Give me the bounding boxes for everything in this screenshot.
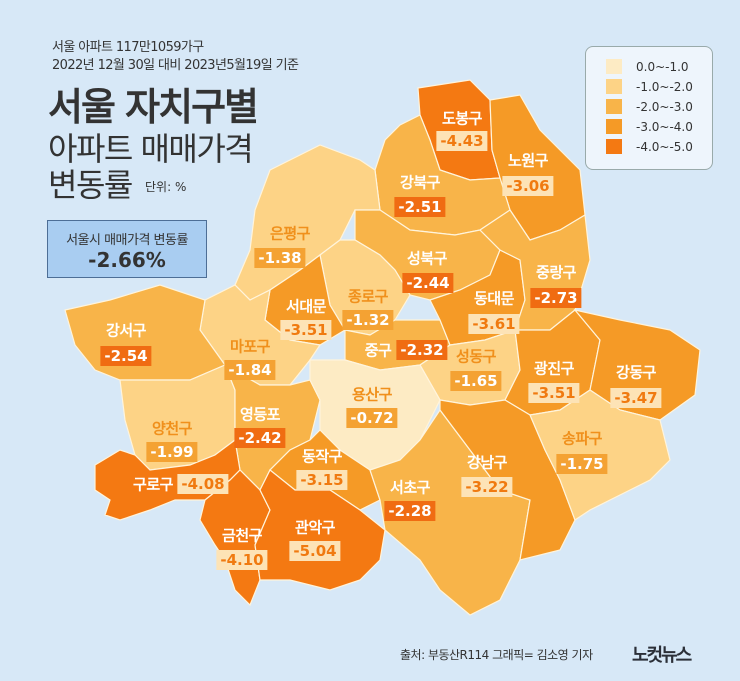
source-credit: 출처: 부동산R114 그래픽= 김소영 기자: [400, 648, 593, 662]
district-name: 강서구: [106, 321, 146, 340]
district-name: 관악구: [295, 518, 335, 537]
page-title-line3: 변동률: [48, 166, 133, 204]
legend-label: 0.0~-1.0: [636, 59, 689, 74]
district-value: -3.15: [296, 470, 348, 490]
district-value: -3.61: [468, 314, 520, 334]
subtitle-period: 2022년 12월 30일 대비 2023년5월19일 기준: [52, 58, 299, 73]
legend-label: -4.0~-5.0: [636, 139, 693, 154]
district-value: -3.47: [610, 388, 662, 408]
district-value: -0.72: [346, 408, 398, 428]
subtitle-households: 서울 아파트 117만1059가구: [52, 40, 204, 55]
district-value: -4.08: [177, 474, 229, 494]
district-name: 강북구: [400, 173, 440, 192]
seoul-average-label: 서울시 매매가격 변동률: [66, 233, 188, 248]
legend-swatch: [606, 79, 622, 94]
district-value: -1.84: [224, 360, 276, 380]
legend: 0.0~-1.0 -1.0~-2.0 -2.0~-3.0 -3.0~-4.0 -4.0~…: [585, 46, 713, 170]
district-value: -1.75: [556, 454, 608, 474]
district-name: 중랑구: [536, 263, 576, 282]
legend-label: -3.0~-4.0: [636, 119, 693, 134]
legend-label: -1.0~-2.0: [636, 79, 693, 94]
legend-swatch: [606, 99, 622, 114]
district-13-area: [573, 309, 701, 421]
district-value: -2.28: [384, 501, 436, 521]
district-value: -1.99: [146, 442, 198, 462]
district-value: -2.32: [396, 340, 448, 360]
legend-label: -2.0~-3.0: [636, 99, 693, 114]
district-name: 은평구: [270, 224, 310, 243]
district-name: 성북구: [407, 249, 447, 268]
district-name: 서대문: [286, 297, 326, 316]
district-value: -2.42: [234, 428, 286, 448]
seoul-average-box: 서울시 매매가격 변동률 -2.66%: [47, 220, 207, 278]
district-value: -1.32: [342, 310, 394, 330]
district-name: 광진구: [534, 359, 574, 378]
district-name: 노원구: [508, 151, 548, 170]
page-title-line2: 아파트 매매가격: [48, 130, 254, 168]
legend-item: 0.0~-1.0: [606, 59, 689, 74]
district-value: -3.51: [280, 320, 332, 340]
district-value: -4.43: [436, 131, 488, 151]
district-value: -2.51: [394, 197, 446, 217]
district-name: 양천구: [152, 419, 192, 438]
district-value: -1.65: [450, 371, 502, 391]
legend-swatch: [606, 139, 622, 154]
district-name: 동작구: [302, 447, 342, 466]
legend-item: -4.0~-5.0: [606, 139, 693, 154]
district-name: 용산구: [352, 385, 392, 404]
district-name: 강동구: [616, 363, 656, 382]
page-title: 서울 자치구별: [48, 85, 259, 129]
legend-item: -1.0~-2.0: [606, 79, 693, 94]
seoul-average-value: -2.66%: [88, 248, 166, 272]
district-value: -4.10: [216, 550, 268, 570]
district-name: 영등포: [240, 405, 280, 424]
unit-label: 단위: %: [145, 180, 187, 194]
district-name: 서초구: [390, 478, 430, 497]
district-name: 강남구: [467, 453, 507, 472]
district-value: -5.04: [289, 541, 341, 561]
district-value: -3.06: [502, 176, 554, 196]
district-name: 마포구: [230, 337, 270, 356]
district-value: -3.51: [528, 383, 580, 403]
district-value: -1.38: [254, 248, 306, 268]
district-value: -2.54: [100, 346, 152, 366]
legend-item: -3.0~-4.0: [606, 119, 693, 134]
district-name: 성동구: [456, 347, 496, 366]
district-name: 금천구: [222, 526, 262, 545]
legend-item: -2.0~-3.0: [606, 99, 693, 114]
publisher-logo: 노컷뉴스: [632, 645, 692, 666]
district-value: -2.44: [402, 273, 454, 293]
district-value: -2.73: [530, 288, 582, 308]
district-name: 중구: [364, 341, 392, 360]
district-name: 동대문: [474, 289, 514, 308]
legend-swatch: [606, 59, 622, 74]
district-name: 도봉구: [442, 109, 482, 128]
district-name: 구로구: [133, 475, 173, 494]
legend-swatch: [606, 119, 622, 134]
district-name: 종로구: [348, 287, 388, 306]
district-value: -3.22: [461, 477, 513, 497]
district-name: 송파구: [562, 429, 602, 448]
